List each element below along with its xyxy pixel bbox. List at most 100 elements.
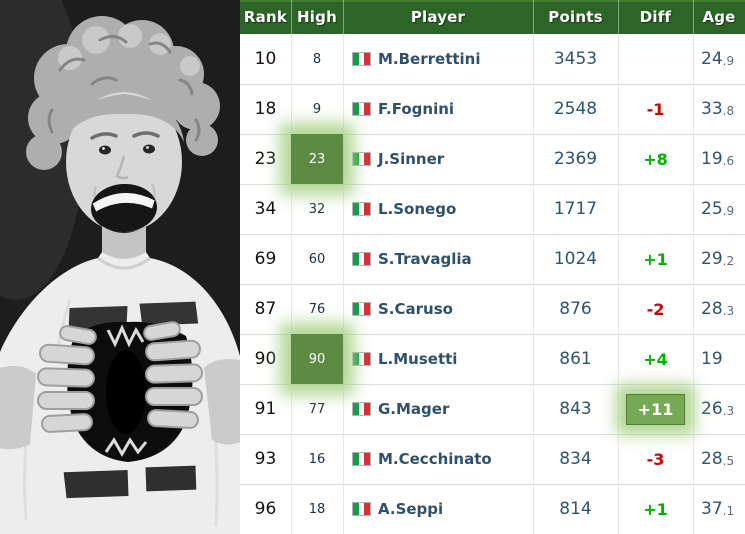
diff-value: -1 <box>646 99 665 119</box>
table-row: 93 16 M.Cecchinato 834 -3 28.5 <box>240 434 745 484</box>
age-cell: 37.1 <box>693 484 745 534</box>
age-value: 28 <box>701 449 723 469</box>
diff-value: +1 <box>643 499 668 519</box>
italy-flag-icon <box>352 302 371 316</box>
high-cell: 23 <box>291 134 343 184</box>
rank-value: 93 <box>254 449 277 469</box>
player-cell: S.Caruso <box>343 284 533 334</box>
points-cell: 2369 <box>533 134 618 184</box>
points-value: 843 <box>559 399 592 419</box>
table-row: 10 8 M.Berrettini 3453 24.9 <box>240 34 745 84</box>
player-photo <box>0 0 240 534</box>
italy-flag-icon <box>352 152 371 166</box>
italy-flag-icon <box>352 402 371 416</box>
diff-cell: +11 <box>618 384 693 434</box>
high-value: 76 <box>308 301 326 317</box>
high-value: 60 <box>308 251 326 267</box>
player-name: L.Sonego <box>378 200 457 218</box>
player-name: L.Musetti <box>378 350 458 368</box>
points-cell: 834 <box>533 434 618 484</box>
rank-value: 91 <box>254 399 277 419</box>
rank-cell: 69 <box>240 234 291 284</box>
high-value: 32 <box>308 201 326 217</box>
diff-value: +11 <box>625 393 686 425</box>
header-points: Points <box>533 0 618 34</box>
player-cell: G.Mager <box>343 384 533 434</box>
high-cell: 9 <box>291 84 343 134</box>
player-name: S.Caruso <box>378 300 453 318</box>
diff-value: -2 <box>646 299 665 319</box>
age-value: 24 <box>701 49 723 69</box>
table-row: 90 90 L.Musetti 861 +4 19 <box>240 334 745 384</box>
player-cell: S.Travaglia <box>343 234 533 284</box>
rank-value: 69 <box>254 249 277 269</box>
high-cell: 76 <box>291 284 343 334</box>
points-value: 861 <box>559 349 592 369</box>
rank-cell: 91 <box>240 384 291 434</box>
table-header: Rank High Player Points Diff Age <box>240 0 745 34</box>
age-decimal: .2 <box>722 254 735 268</box>
points-cell: 814 <box>533 484 618 534</box>
diff-value: +4 <box>643 349 668 369</box>
header-age: Age <box>693 0 745 34</box>
diff-value: +8 <box>643 149 668 169</box>
points-cell: 843 <box>533 384 618 434</box>
player-photo-illustration <box>0 0 240 534</box>
age-cell: 29.2 <box>693 234 745 284</box>
player-cell: M.Berrettini <box>343 34 533 84</box>
high-cell: 32 <box>291 184 343 234</box>
age-cell: 28.3 <box>693 284 745 334</box>
high-value: 8 <box>312 51 322 67</box>
diff-cell <box>618 184 693 234</box>
italy-flag-icon <box>352 202 371 216</box>
diff-cell: +1 <box>618 484 693 534</box>
age-value: 29 <box>701 249 723 269</box>
rank-value: 90 <box>254 349 277 369</box>
high-cell: 18 <box>291 484 343 534</box>
table-row: 18 9 F.Fognini 2548 -1 33.8 <box>240 84 745 134</box>
age-value: 28 <box>701 299 723 319</box>
diff-cell: +4 <box>618 334 693 384</box>
player-cell: J.Sinner <box>343 134 533 184</box>
player-name: F.Fognini <box>378 100 455 118</box>
table-row: 87 76 S.Caruso 876 -2 28.3 <box>240 284 745 334</box>
rankings-table: Rank High Player Points Diff Age 10 8 M.… <box>240 0 745 534</box>
age-decimal: .8 <box>722 104 735 118</box>
header-player: Player <box>343 0 533 34</box>
diff-cell: +8 <box>618 134 693 184</box>
rank-value: 10 <box>254 49 277 69</box>
player-name: A.Seppi <box>378 500 444 518</box>
age-value: 19 <box>701 149 723 169</box>
age-decimal: .6 <box>722 154 735 168</box>
rank-value: 18 <box>254 99 277 119</box>
points-cell: 2548 <box>533 84 618 134</box>
high-value: 90 <box>308 351 326 367</box>
age-decimal: .9 <box>722 54 735 68</box>
high-value: 18 <box>308 501 326 517</box>
player-name: M.Cecchinato <box>378 450 492 468</box>
points-cell: 1717 <box>533 184 618 234</box>
high-value: 9 <box>312 101 322 117</box>
points-value: 876 <box>559 299 592 319</box>
high-cell: 90 <box>291 334 343 384</box>
rank-cell: 23 <box>240 134 291 184</box>
italy-flag-icon <box>352 102 371 116</box>
rank-value: 96 <box>254 499 277 519</box>
table-row: 23 23 J.Sinner 2369 +8 19.6 <box>240 134 745 184</box>
points-value: 1024 <box>553 249 598 269</box>
header-high: High <box>291 0 343 34</box>
player-cell: A.Seppi <box>343 484 533 534</box>
table-row: 91 77 G.Mager 843 +11 26.3 <box>240 384 745 434</box>
age-decimal: .3 <box>722 304 735 318</box>
points-cell: 3453 <box>533 34 618 84</box>
age-cell: 19.6 <box>693 134 745 184</box>
age-cell: 24.9 <box>693 34 745 84</box>
points-value: 2369 <box>553 149 598 169</box>
diff-cell: -1 <box>618 84 693 134</box>
diff-value: -3 <box>646 449 665 469</box>
rank-cell: 10 <box>240 34 291 84</box>
age-cell: 33.8 <box>693 84 745 134</box>
player-name: M.Berrettini <box>378 50 481 68</box>
age-value: 37 <box>701 499 723 519</box>
